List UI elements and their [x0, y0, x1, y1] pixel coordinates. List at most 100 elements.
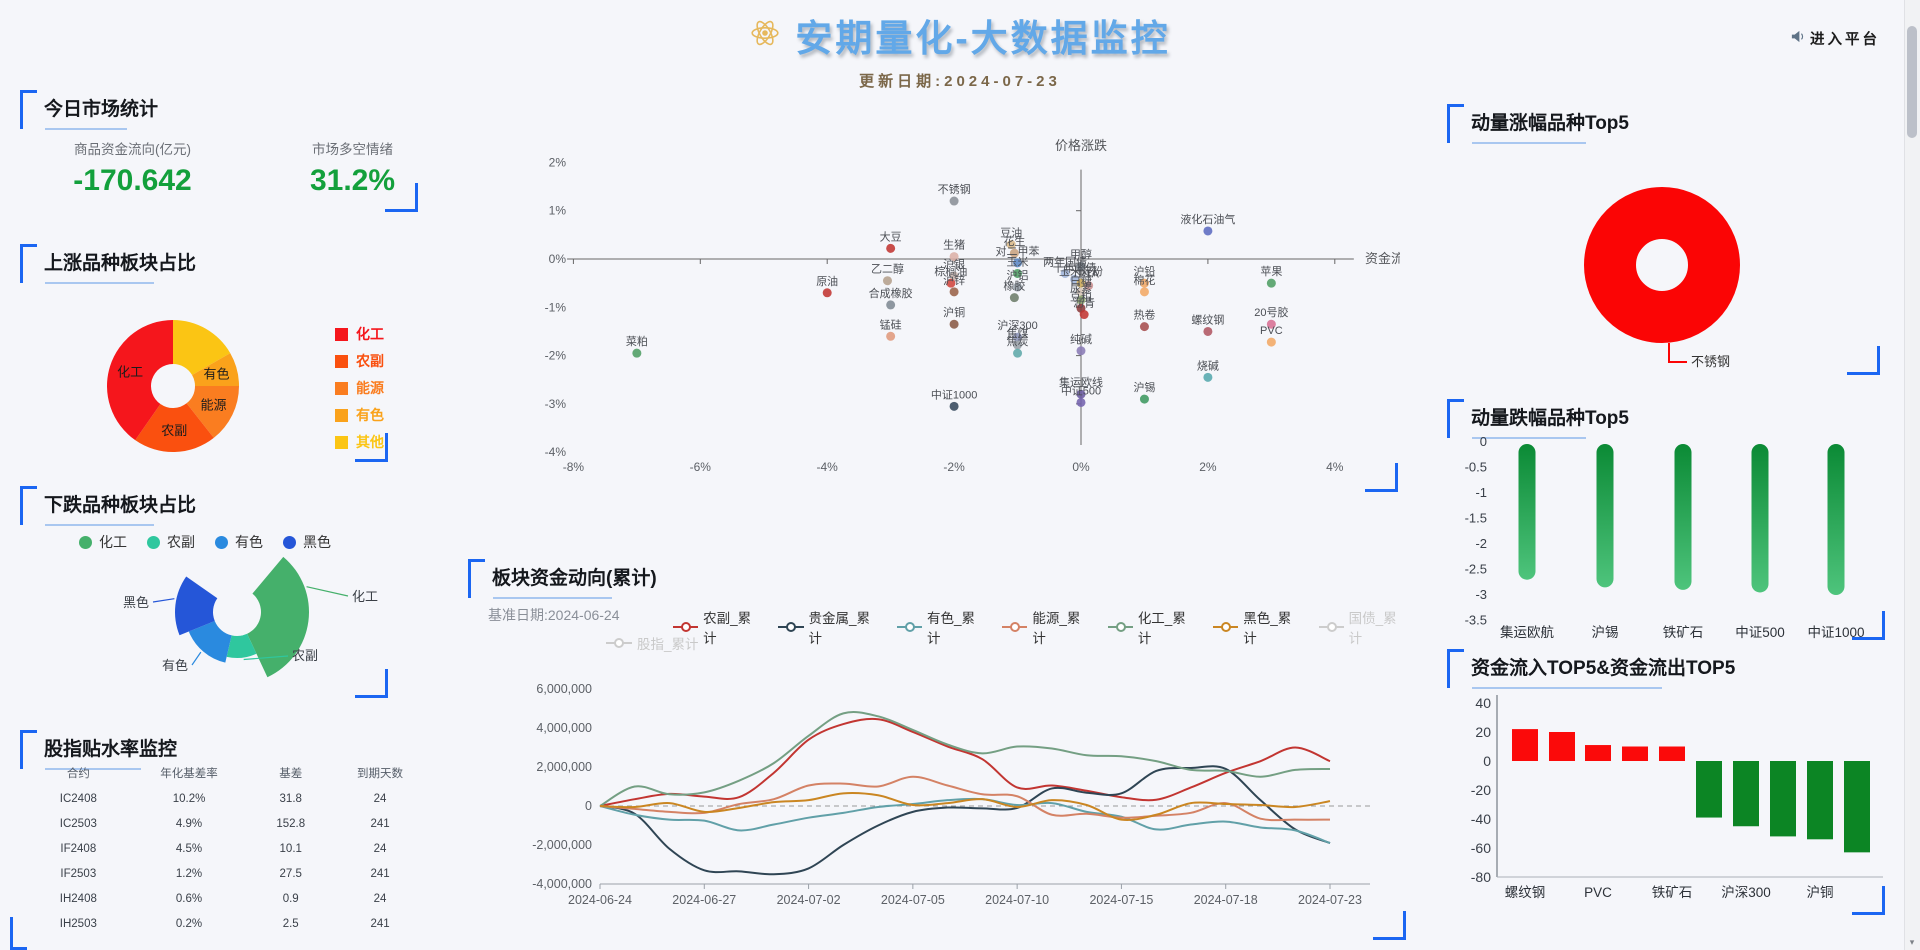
legend-item[interactable]: 有色 [335, 405, 384, 425]
svg-text:0%: 0% [549, 252, 567, 266]
legend-item[interactable]: 农副 [147, 532, 195, 552]
scrollbar-track[interactable]: ▾ [1904, 0, 1920, 950]
svg-text:化工: 化工 [352, 589, 378, 604]
svg-text:20: 20 [1475, 724, 1491, 740]
svg-text:不锈钢: 不锈钢 [1691, 354, 1730, 369]
legend-item[interactable]: 化工 [79, 532, 127, 552]
legend-item[interactable]: 其他 [335, 432, 384, 452]
legend-swatch [335, 435, 348, 449]
table-row: IC2408 10.2% 31.8 24 [59, 792, 387, 805]
panel-flow-lines: 板块资金动向(累计) 基准日期:2024-06-24 农副_累计 贵金属_累计 有色… [468, 555, 1408, 940]
svg-text:生猪: 生猪 [943, 238, 965, 252]
svg-text:玉米: 玉米 [1007, 255, 1029, 268]
svg-text:农副: 农副 [292, 648, 318, 663]
basis-table: 合约 年化基差率 基差 到期天数 IC2408 10.2% 31.8 24 IC2503 4.9… [34, 760, 434, 936]
svg-text:农副: 农副 [161, 423, 187, 438]
svg-text:热卷: 热卷 [1133, 308, 1155, 322]
stat-sentiment: 市场多空情绪 31.2% [260, 138, 445, 198]
legend-item[interactable]: 有色 [215, 532, 263, 552]
svg-text:PVC: PVC [1584, 885, 1612, 900]
svg-text:沥青: 沥青 [1073, 297, 1095, 310]
svg-text:-2%: -2% [545, 349, 567, 363]
legend-swatch [335, 408, 348, 422]
legend-swatch [79, 535, 92, 549]
cumulative-flow-line-chart: 6,000,000 4,000,000 2,000,000 0 -2,000,000 -4… [532, 682, 1370, 907]
svg-text:0: 0 [1483, 753, 1491, 769]
legend-swatch [147, 535, 160, 549]
legend-item[interactable]: 黑色_累计 [1213, 607, 1302, 647]
legend-item[interactable]: 化工_累计 [1107, 607, 1197, 647]
svg-text:原油: 原油 [816, 274, 838, 288]
legend-item[interactable]: 贵金属_累计 [778, 607, 880, 647]
svg-text:-1: -1 [1475, 485, 1487, 500]
legend-item[interactable]: 国债_累计 [1318, 607, 1408, 647]
svg-text:-2.5: -2.5 [1465, 562, 1487, 577]
svg-text:有色: 有色 [162, 658, 188, 673]
base-date-label: 基准日期:2024-06-24 [488, 607, 620, 623]
legend-item[interactable]: 能源_累计 [1002, 607, 1091, 647]
svg-text:2%: 2% [1199, 460, 1217, 474]
svg-text:2024-07-05: 2024-07-05 [881, 893, 945, 907]
svg-text:锰硅: 锰硅 [880, 317, 902, 331]
svg-text:沪锌: 沪锌 [943, 273, 965, 287]
svg-text:-8%: -8% [563, 460, 585, 474]
svg-text:沪铅: 沪铅 [1133, 264, 1155, 278]
svg-text:1%: 1% [549, 204, 567, 218]
table-header-cell: 基差 [279, 768, 303, 780]
svg-text:2024-06-24: 2024-06-24 [568, 893, 632, 907]
svg-text:集运欧线: 集运欧线 [1059, 375, 1103, 389]
svg-text:-1.5: -1.5 [1465, 511, 1487, 526]
panel-flow-top: 资金流入TOP5&资金流出TOP5 40 20 0 -20 -40 -60 -80 螺纹钢 PV… [1447, 645, 1887, 915]
legend-item[interactable]: 能源 [335, 378, 384, 398]
svg-text:沪铜: 沪铜 [943, 305, 965, 319]
svg-text:2,000,000: 2,000,000 [536, 760, 592, 774]
atom-icon [749, 17, 781, 54]
svg-text:焦煤: 焦煤 [1007, 327, 1029, 340]
panel-title: 板块资金动向(累计) [492, 563, 657, 599]
svg-text:螺纹钢: 螺纹钢 [1505, 885, 1546, 900]
panel-down-sectors: 下跌品种板块占比 化工 农副 有色 黑色 化工 农副 有色 黑色 [20, 482, 390, 698]
svg-text:-4%: -4% [545, 445, 567, 459]
svg-text:橡胶: 橡胶 [1003, 279, 1025, 293]
panel-title: 下跌品种板块占比 [44, 490, 196, 526]
table-header-cell: 到期天数 [357, 768, 404, 780]
panel-market-stats: 今日市场统计 商品资金流向(亿元) -170.642 市场多空情绪 31.2% [20, 86, 420, 212]
lines-legend-row2: 股指_累计 [606, 633, 699, 653]
table-header-cell: 年化基差率 [160, 768, 218, 780]
legend-item[interactable]: 农副 [335, 351, 384, 371]
svg-text:沪深300: 沪深300 [1721, 885, 1771, 900]
svg-text:十年国债: 十年国债 [1053, 260, 1097, 274]
svg-text:0: 0 [1480, 434, 1487, 449]
svg-text:资金流向: 资金流向 [1365, 251, 1400, 266]
svg-text:黑色: 黑色 [123, 595, 149, 610]
table-row: IF2408 4.5% 10.1 24 [60, 842, 387, 855]
scrollbar-down-arrow[interactable]: ▾ [1909, 937, 1915, 947]
stat-commodity-flow: 商品资金流向(亿元) -170.642 [30, 138, 235, 198]
scrollbar-thumb[interactable] [1907, 26, 1917, 138]
legend-item[interactable]: 有色_累计 [896, 607, 986, 647]
page-title: 安期量化-大数据监控 [795, 18, 1171, 59]
svg-text:-0.5: -0.5 [1465, 460, 1487, 475]
svg-text:铁矿石: 铁矿石 [1652, 885, 1693, 900]
svg-text:2024-06-27: 2024-06-27 [672, 893, 736, 907]
svg-text:化工: 化工 [117, 364, 143, 379]
svg-text:螺纹钢: 螺纹钢 [1191, 312, 1224, 326]
up-sectors-legend: 化工农副能源有色其他 [335, 324, 384, 452]
svg-text:沪铝: 沪铝 [1007, 268, 1029, 282]
enter-platform-button[interactable]: 进入平台 [1790, 28, 1880, 49]
svg-text:6,000,000: 6,000,000 [536, 682, 592, 696]
legend-swatch [283, 535, 296, 549]
legend-item[interactable]: 黑色 [283, 532, 331, 552]
svg-text:中证500: 中证500 [1061, 384, 1101, 397]
svg-text:40: 40 [1475, 695, 1491, 711]
legend-item[interactable]: 化工 [335, 324, 384, 344]
legend-item[interactable]: 股指_累计 [606, 633, 699, 653]
panel-momentum-down: 动量跌幅品种Top5 0 -0.5 -1 -1.5 -2 -2.5 -3 -3.5 集运欧航 沪锡… [1447, 395, 1887, 640]
panel-up-sectors: 上涨品种板块占比 有色 能源 农副 化工 化工 农副 能源 有色 其他 [20, 240, 390, 462]
svg-text:玉米淀粉: 玉米淀粉 [1059, 264, 1103, 278]
legend-item[interactable]: 农副_累计 [673, 607, 762, 647]
svg-text:-2: -2 [1475, 536, 1487, 551]
svg-text:有色: 有色 [203, 366, 229, 381]
